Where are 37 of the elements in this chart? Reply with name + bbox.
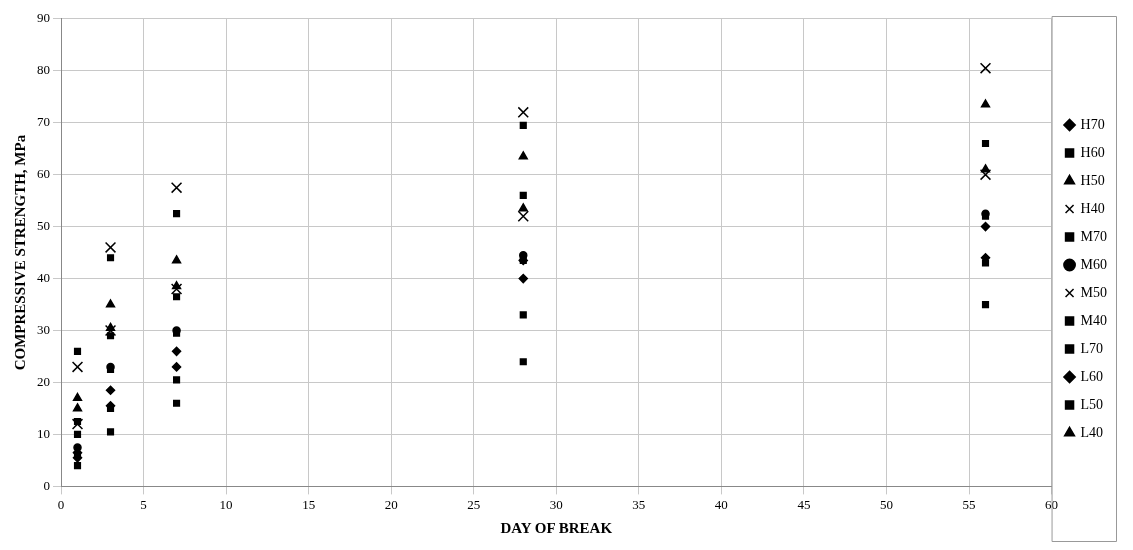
y-tick-label: 30 (37, 321, 50, 337)
legend-label: L60 (1080, 368, 1104, 384)
x-tick-label: 55 (962, 496, 976, 512)
x-tick-label: 60 (1045, 496, 1059, 512)
legend-label: H40 (1080, 200, 1105, 216)
y-tick-label: 90 (37, 10, 50, 26)
y-tick-label: 20 (37, 373, 50, 389)
legend-label: M50 (1080, 284, 1107, 300)
x-tick-label: 35 (632, 496, 646, 512)
x-axis-title: DAY OF BREAK (500, 519, 613, 536)
y-tick-label: 70 (37, 114, 50, 130)
legend-label: M40 (1080, 312, 1107, 328)
x-tick-label: 30 (549, 496, 563, 512)
legend-label: L50 (1080, 396, 1104, 412)
legend-label: L40 (1080, 424, 1104, 440)
x-tick-label: 45 (797, 496, 811, 512)
legend-label: H70 (1080, 116, 1105, 132)
x-tick-label: 15 (302, 496, 316, 512)
y-tick-label: 50 (37, 218, 50, 234)
legend-label: M60 (1080, 256, 1107, 272)
x-tick-label: 50 (879, 496, 893, 512)
y-tick-label: 0 (43, 477, 50, 493)
legend-label: M70 (1080, 228, 1107, 244)
x-tick-label: 5 (140, 496, 147, 512)
x-tick-label: 25 (467, 496, 481, 512)
y-tick-label: 10 (37, 425, 50, 441)
legend-label: H50 (1080, 172, 1105, 188)
y-tick-label: 80 (37, 62, 50, 78)
y-tick-label: 60 (37, 166, 50, 182)
x-tick-label: 10 (219, 496, 233, 512)
legend-label: H60 (1080, 144, 1105, 160)
legend-label: L70 (1080, 340, 1104, 356)
x-tick-label: 0 (57, 496, 65, 512)
y-tick-label: 40 (37, 270, 50, 285)
x-tick-label: 40 (714, 496, 728, 512)
y-axis-title: COMPRESSIVE STRENGTH, MPa (11, 134, 28, 371)
x-tick-label: 20 (384, 496, 398, 512)
